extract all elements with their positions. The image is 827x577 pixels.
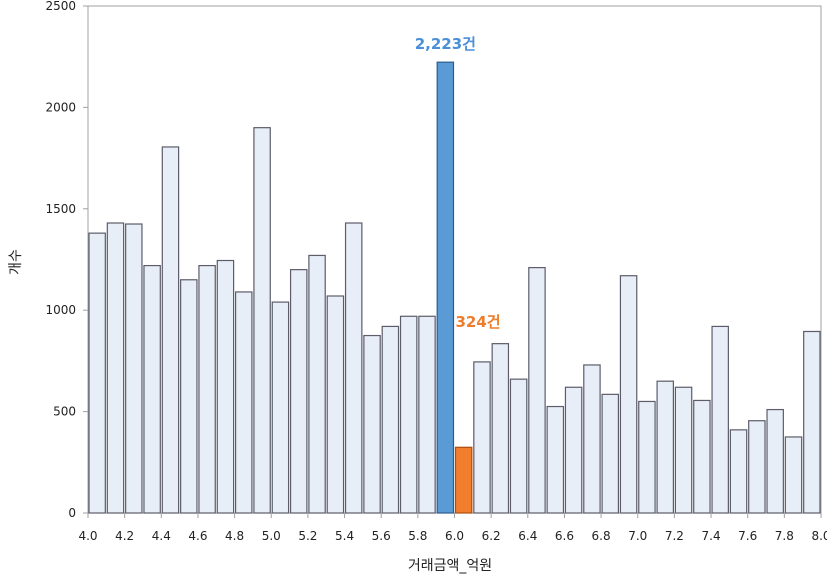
y-tick-label: 2000 — [45, 100, 76, 114]
bar-5.5 — [363, 334, 381, 514]
bar-7.1 — [656, 380, 674, 514]
x-tick-label: 7.2 — [665, 529, 684, 543]
bar-4.8 — [235, 291, 253, 514]
y-axis-title: 개수 — [8, 249, 24, 275]
y-tick-label: 0 — [68, 506, 76, 520]
bar-4.4 — [161, 146, 180, 514]
y-tick-label: 500 — [53, 405, 76, 419]
bar-7.4 — [711, 325, 729, 514]
bar-6.5 — [546, 405, 565, 514]
bar-4.2 — [125, 223, 143, 514]
bar-5.8 — [418, 315, 436, 514]
bar-4.1 — [106, 222, 125, 514]
bar-5.7 — [399, 315, 418, 514]
annotations-group: 2,223건 324건 — [415, 35, 501, 331]
bar-6.6 — [564, 386, 583, 514]
x-tick-label: 8.0 — [811, 529, 827, 543]
x-tick-label: 6.6 — [555, 529, 574, 543]
bar-5.9 — [436, 61, 455, 514]
bar-7.2 — [674, 386, 693, 514]
bar-4.5 — [180, 279, 198, 514]
x-tick-label: 4.0 — [78, 529, 97, 543]
bar-5.4 — [344, 222, 363, 514]
bar-5.3 — [326, 295, 345, 514]
y-tick-label: 1000 — [45, 303, 76, 317]
x-tick-label: 4.4 — [152, 529, 171, 543]
bar-6.7 — [583, 364, 601, 514]
annotation-label: 2,223건 — [415, 35, 476, 53]
x-axis-ticks: 4.0 4.2 4.4 4.6 4.8 5.0 5.2 5.4 5.6 5.8 6.0 6.2 6.4 6… — [78, 513, 827, 543]
bar-5.0 — [271, 301, 290, 514]
x-tick-label: 7.4 — [702, 529, 721, 543]
x-tick-label: 5.2 — [298, 529, 317, 543]
bar-7.0 — [638, 400, 656, 514]
bar-4.6 — [198, 264, 216, 514]
x-tick-label: 6.2 — [482, 529, 501, 543]
x-tick-label: 5.8 — [408, 529, 427, 543]
bar-6.1 — [473, 361, 491, 514]
x-tick-label: 7.8 — [775, 529, 794, 543]
x-tick-label: 5.0 — [262, 529, 281, 543]
bar-5.2 — [308, 254, 326, 514]
y-axis-ticks: 0 500 1000 1500 2000 2500 — [45, 0, 88, 520]
bar-7.7 — [766, 408, 784, 514]
bar-6.0 — [454, 446, 473, 514]
annotation-label: 324건 — [456, 313, 501, 331]
bar-4.7 — [216, 259, 235, 514]
x-tick-label: 6.8 — [592, 529, 611, 543]
plot-frame — [87, 5, 822, 514]
bar-6.8 — [601, 393, 620, 514]
x-tick-label: 7.0 — [628, 529, 647, 543]
bar-7.5 — [729, 429, 748, 514]
bar-6.4 — [528, 267, 546, 514]
y-tick-label: 1500 — [45, 202, 76, 216]
y-tick-label: 2500 — [45, 0, 76, 13]
bar-4.9 — [253, 127, 271, 514]
x-tick-label: 4.8 — [225, 529, 244, 543]
x-tick-label: 6.4 — [518, 529, 537, 543]
x-tick-label: 5.4 — [335, 529, 354, 543]
bar-4.0 — [88, 232, 106, 514]
bar-7.8 — [784, 436, 803, 514]
bar-5.1 — [289, 269, 308, 514]
x-tick-label: 4.2 — [115, 529, 134, 543]
x-axis-title: 거래금액_억원 — [408, 558, 492, 574]
x-tick-label: 5.6 — [372, 529, 391, 543]
x-tick-label: 6.0 — [445, 529, 464, 543]
bar-4.3 — [143, 264, 161, 514]
bar-5.6 — [381, 325, 400, 514]
bar-6.9 — [619, 275, 638, 514]
bar-7.6 — [748, 420, 766, 514]
x-tick-label: 4.6 — [188, 529, 207, 543]
bar-6.3 — [509, 378, 528, 514]
bar-7.9 — [803, 330, 821, 514]
bars-group — [88, 61, 821, 514]
x-tick-label: 7.6 — [738, 529, 757, 543]
bar-6.2 — [491, 343, 510, 514]
bar-7.3 — [693, 399, 711, 514]
